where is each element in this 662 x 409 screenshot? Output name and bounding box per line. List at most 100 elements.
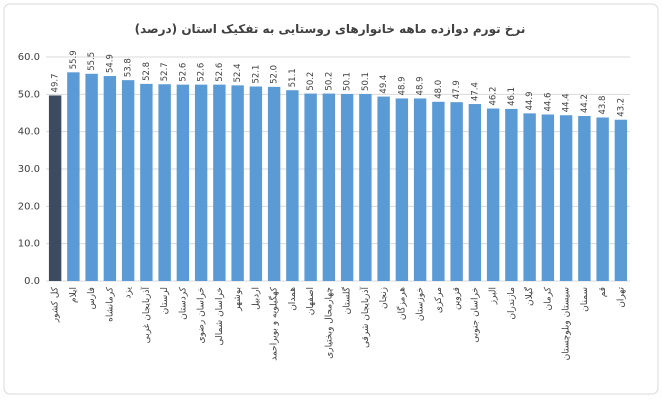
data-label: 48.9 bbox=[416, 77, 426, 96]
bar bbox=[48, 95, 62, 281]
x-tick-label: سمنان bbox=[580, 287, 590, 312]
bar bbox=[468, 104, 482, 281]
bar bbox=[249, 86, 263, 281]
x-tick-label: کل کشور bbox=[51, 286, 61, 323]
x-tick-label: قم bbox=[598, 287, 608, 297]
x-tick-label: تهران bbox=[616, 287, 626, 308]
bar bbox=[395, 98, 409, 281]
bar bbox=[176, 84, 190, 281]
chart-title: نرخ تورم دوازده ماهه خانوارهای روستایی ب… bbox=[135, 22, 526, 37]
data-label: 52.6 bbox=[215, 63, 225, 82]
data-label: 52.0 bbox=[270, 65, 280, 84]
x-tick-label: یزد bbox=[124, 287, 134, 299]
x-tick-label: زنجان bbox=[379, 287, 389, 309]
x-tick-label: سیستان وبلوچستان bbox=[562, 287, 572, 360]
x-tick-label: خراسان رضوی bbox=[197, 287, 207, 343]
bar bbox=[286, 90, 299, 281]
data-label: 43.8 bbox=[598, 96, 608, 115]
bar bbox=[140, 83, 153, 281]
bar bbox=[523, 113, 536, 281]
bar bbox=[541, 114, 555, 281]
data-label: 55.9 bbox=[69, 50, 79, 69]
data-label: 48.0 bbox=[434, 80, 444, 99]
y-tick-label: 10.0 bbox=[18, 239, 40, 250]
y-tick-label: 30.0 bbox=[18, 164, 40, 175]
x-tick-label: خراسان شمالی bbox=[215, 287, 225, 346]
x-tick-label: لرستان bbox=[160, 287, 170, 314]
y-tick-label: 20.0 bbox=[18, 201, 40, 212]
x-tick-label: کردستان bbox=[178, 286, 188, 320]
x-tick-label: قزوین bbox=[452, 287, 462, 310]
data-label: 52.6 bbox=[197, 63, 207, 82]
data-label: 52.7 bbox=[160, 62, 170, 81]
bar bbox=[322, 93, 336, 281]
data-label: 54.9 bbox=[105, 54, 115, 73]
bar bbox=[486, 108, 500, 282]
x-tick-label: مازندران bbox=[507, 287, 517, 320]
data-label: 50.1 bbox=[361, 72, 371, 91]
bar bbox=[614, 119, 628, 281]
y-tick-label: 0.0 bbox=[24, 276, 40, 287]
y-tick-label: 60.0 bbox=[18, 52, 40, 63]
data-label: 53.8 bbox=[124, 58, 134, 77]
x-tick-label: گلستان bbox=[341, 286, 353, 314]
data-label: 44.2 bbox=[580, 94, 590, 113]
x-tick-label: کرمان bbox=[543, 286, 553, 310]
bar bbox=[596, 117, 609, 281]
bar bbox=[121, 80, 135, 281]
bar bbox=[450, 102, 463, 281]
bar bbox=[194, 84, 208, 281]
x-tick-label: آذربایجان شرقی bbox=[359, 287, 371, 348]
bar bbox=[559, 115, 573, 282]
x-tick-label: کهگیلویه و بویراحمد bbox=[268, 286, 280, 360]
bar bbox=[413, 98, 427, 281]
data-label: 52.8 bbox=[142, 62, 152, 81]
x-tick-label: البرز bbox=[489, 287, 499, 305]
data-label: 44.6 bbox=[543, 93, 553, 112]
x-tick-label: خراسان جنوبی bbox=[470, 287, 480, 343]
bar bbox=[377, 96, 390, 281]
bar bbox=[359, 93, 372, 282]
bar bbox=[85, 73, 98, 281]
data-label: 47.9 bbox=[452, 80, 462, 99]
data-label: 55.5 bbox=[87, 52, 97, 71]
data-label: 51.1 bbox=[288, 68, 298, 87]
y-tick-label: 50.0 bbox=[18, 89, 40, 100]
bar bbox=[231, 85, 244, 281]
bar bbox=[578, 115, 591, 281]
data-label: 50.2 bbox=[324, 72, 334, 91]
x-tick-label: ایلام bbox=[69, 287, 79, 303]
x-tick-label: خوزستان bbox=[416, 287, 426, 321]
data-label: 46.2 bbox=[489, 87, 499, 106]
x-tick-label: همدان bbox=[288, 287, 298, 311]
data-label: 46.1 bbox=[507, 87, 517, 106]
y-tick-label: 40.0 bbox=[18, 127, 40, 138]
bar bbox=[213, 84, 226, 281]
x-tick-label: مرکزی bbox=[434, 287, 444, 313]
data-label: 49.7 bbox=[51, 74, 61, 93]
bar bbox=[67, 72, 80, 281]
bar bbox=[304, 93, 317, 281]
data-label: 50.2 bbox=[306, 72, 316, 91]
x-tick-label: اردبیل bbox=[251, 287, 261, 310]
data-label: 47.4 bbox=[470, 82, 480, 101]
bar bbox=[267, 86, 281, 281]
data-label: 44.4 bbox=[562, 93, 572, 112]
data-label: 52.6 bbox=[178, 63, 188, 82]
data-label: 44.9 bbox=[525, 91, 535, 110]
x-tick-label: اصفهان bbox=[306, 287, 316, 315]
data-label: 49.4 bbox=[379, 75, 389, 94]
x-tick-label: کرمانشاه bbox=[105, 286, 115, 322]
bar bbox=[432, 101, 445, 281]
data-label: 50.1 bbox=[343, 72, 353, 91]
data-label: 48.9 bbox=[397, 77, 407, 96]
x-tick-label: گیلان bbox=[523, 286, 535, 306]
x-tick-label: فارس bbox=[87, 287, 97, 309]
x-tick-label: بوشهر bbox=[233, 287, 243, 312]
bar bbox=[103, 76, 117, 281]
bar bbox=[505, 108, 518, 281]
bar bbox=[340, 93, 354, 282]
x-tick-label: آذربایجان غربی bbox=[140, 287, 152, 344]
